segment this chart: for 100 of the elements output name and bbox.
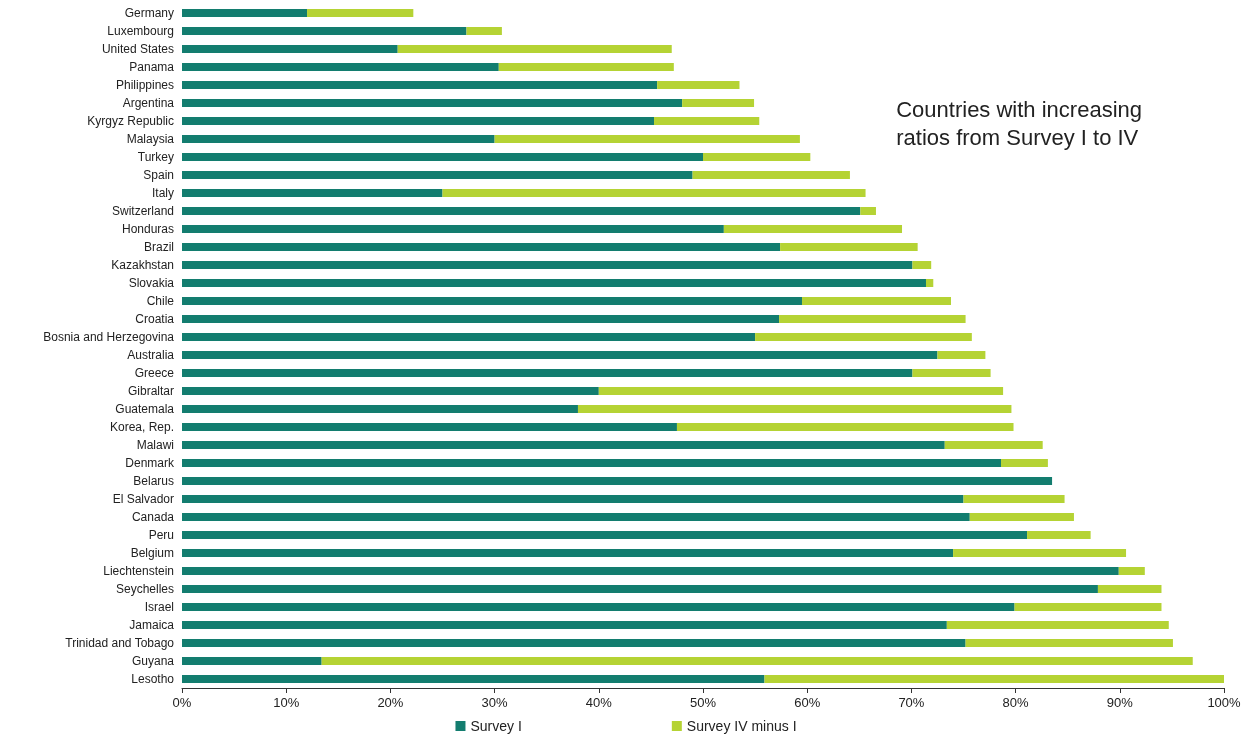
y-tick-label: Belarus	[133, 474, 174, 488]
y-tick-label: United States	[101, 42, 174, 56]
bar	[182, 621, 947, 629]
y-tick-label: Canada	[131, 510, 175, 524]
y-tick-label: Guatemala	[115, 402, 175, 416]
bar	[182, 117, 655, 125]
y-tick-label: Bosnia and Herzegovina	[43, 330, 175, 344]
y-tick-label: Korea, Rep.	[109, 420, 174, 434]
y-tick-label: Lesotho	[131, 672, 175, 686]
bar	[598, 387, 1004, 395]
bar	[780, 243, 918, 251]
bar	[779, 315, 966, 323]
y-tick-label: Liechtenstein	[103, 564, 174, 578]
bar	[912, 369, 991, 377]
x-tick-label: 0%	[172, 695, 192, 710]
y-tick-label: El Salvador	[112, 492, 174, 506]
bar	[182, 333, 756, 341]
bar	[466, 27, 502, 35]
bar	[182, 585, 1098, 593]
bar	[1097, 585, 1162, 593]
bar	[969, 513, 1074, 521]
bar	[182, 441, 945, 449]
legend-label: Survey IV minus I	[686, 718, 797, 734]
bar	[182, 9, 308, 17]
y-tick-label: Seychelles	[115, 582, 174, 596]
y-tick-label: Italy	[151, 186, 174, 200]
legend-label: Survey I	[470, 718, 522, 734]
y-tick-label: Slovakia	[128, 276, 175, 290]
bar	[182, 675, 765, 683]
bar	[1001, 459, 1048, 467]
bar	[801, 297, 951, 305]
y-tick-label: Belgium	[130, 546, 174, 560]
bar	[182, 639, 966, 647]
bar	[860, 207, 876, 215]
y-tick-label: Malawi	[136, 438, 174, 452]
bar	[182, 153, 703, 161]
bar	[937, 351, 986, 359]
bar	[182, 387, 599, 395]
bar	[182, 45, 398, 53]
x-tick-label: 80%	[1002, 695, 1030, 710]
y-tick-label: Honduras	[121, 222, 174, 236]
y-tick-label: Denmark	[125, 456, 175, 470]
y-tick-label: Kyrgyz Republic	[87, 114, 174, 128]
bar	[182, 567, 1119, 575]
bar	[755, 333, 972, 341]
y-tick-label: Kazakhstan	[111, 258, 174, 272]
bar	[182, 243, 781, 251]
bar	[703, 153, 811, 161]
bar	[182, 459, 1002, 467]
y-tick-label: Israel	[144, 600, 174, 614]
bar	[321, 657, 1193, 665]
y-tick-label: Gibraltar	[127, 384, 174, 398]
bar	[307, 9, 414, 17]
bar	[1027, 531, 1091, 539]
y-tick-label: Argentina	[122, 96, 175, 110]
y-tick-label: Trinidad and Tobago	[65, 636, 175, 650]
bar	[182, 207, 861, 215]
bar	[442, 189, 866, 197]
bar	[182, 513, 970, 521]
bar	[182, 189, 443, 197]
bar	[182, 531, 1028, 539]
y-tick-label: Panama	[129, 60, 175, 74]
x-tick-label: 90%	[1106, 695, 1134, 710]
x-tick-label: 60%	[794, 695, 821, 710]
bar	[182, 369, 913, 377]
bar	[925, 279, 934, 287]
bar	[682, 99, 755, 107]
x-tick-label: 50%	[689, 695, 717, 710]
bar	[182, 225, 724, 233]
x-tick-label: 100%	[1207, 695, 1242, 710]
bar	[182, 99, 683, 107]
y-tick-label: Peru	[148, 528, 174, 542]
bar	[723, 225, 903, 233]
bar	[498, 63, 674, 71]
x-tick-label: 30%	[481, 695, 509, 710]
bar	[182, 171, 693, 179]
y-tick-label: Jamaica	[129, 618, 175, 632]
bar	[764, 675, 1224, 683]
bar	[182, 549, 954, 557]
bar	[182, 423, 677, 431]
bar	[182, 135, 495, 143]
y-tick-label: Spain	[143, 168, 174, 182]
bar	[182, 261, 913, 269]
bar	[953, 549, 1127, 557]
bar	[692, 171, 850, 179]
y-tick-label: Australia	[127, 348, 175, 362]
bar	[963, 495, 1065, 503]
bar	[182, 279, 926, 287]
y-tick-label: Malaysia	[126, 132, 175, 146]
bar	[182, 351, 938, 359]
bar	[182, 657, 322, 665]
bar	[182, 405, 578, 413]
y-tick-label: Switzerland	[111, 204, 174, 218]
y-tick-label: Brazil	[143, 240, 174, 254]
bar	[397, 45, 672, 53]
bar	[946, 621, 1169, 629]
y-tick-label: Guyana	[131, 654, 175, 668]
bar	[182, 27, 467, 35]
bar	[912, 261, 932, 269]
y-tick-label: Croatia	[135, 312, 175, 326]
